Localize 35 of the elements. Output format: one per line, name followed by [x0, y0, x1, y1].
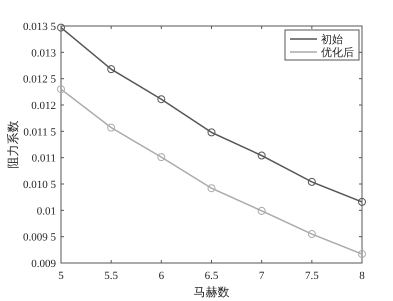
y-tick-label: 0.010 5: [23, 179, 56, 191]
point: [308, 230, 316, 238]
point: [358, 198, 366, 206]
x-tick-label: 7.5: [304, 270, 320, 282]
y-tick-label: 0.012: [31, 100, 56, 112]
y-tick-label: 0.011: [32, 152, 56, 165]
y-tick-label: 0.013 5: [23, 21, 56, 33]
y-tick-label: 0.011 5: [23, 126, 56, 138]
y-tick-label: 0.01: [36, 205, 56, 218]
x-axis-title: 马赫数: [194, 285, 230, 299]
y-axis-title: 阻力系数: [6, 120, 20, 168]
x-tick-label: 7: [258, 270, 265, 282]
y-tick-label: 0.013: [31, 47, 56, 60]
point: [157, 153, 166, 162]
point: [57, 24, 65, 32]
x-tick-label: 6.5: [204, 270, 219, 282]
y-tick-label: 0.012 5: [23, 74, 56, 86]
point: [107, 65, 116, 74]
point: [258, 152, 266, 160]
point: [208, 184, 216, 192]
point: [208, 128, 216, 136]
point: [308, 178, 316, 186]
legend-label: 初始: [321, 33, 343, 46]
x-tick-label: 6: [158, 270, 165, 282]
legend-label: 优化后: [321, 46, 354, 59]
point: [57, 85, 65, 94]
point: [157, 95, 166, 104]
y-tick-label: 0.009 5: [23, 232, 56, 244]
x-tick-label: 5: [58, 270, 64, 282]
point: [107, 124, 116, 132]
x-tick-label: 5.5: [104, 270, 119, 282]
point: [358, 250, 366, 258]
y-tick-label: 0.009: [31, 258, 56, 270]
point: [258, 206, 266, 215]
x-tick-label: 8: [359, 270, 366, 282]
